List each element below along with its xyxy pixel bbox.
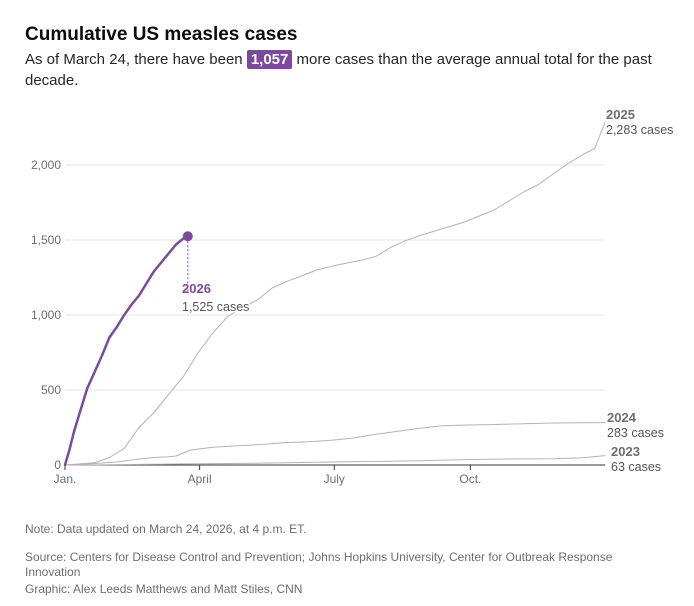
chart-source: Source: Centers for Disease Control and … — [25, 550, 613, 579]
subtitle-suffix: more cases than the average annual total… — [25, 51, 652, 89]
measles-line-chart: 0 500 1,000 1,500 2,000 Jan. April July Oct. 2025… — [31, 107, 673, 486]
y-tick-label: 1,500 — [31, 233, 61, 247]
series-label-2025: 2025 — [606, 107, 635, 122]
highlight-count-badge: 1,057 — [246, 50, 293, 69]
x-tick-label: Oct. — [459, 472, 481, 486]
chart-note: Note: Data updated on March 24, 2026, at… — [25, 522, 307, 536]
series-total-2025: 2,283 cases — [606, 123, 673, 137]
subtitle-prefix: As of March 24, there have been — [25, 51, 243, 68]
y-tick-label: 500 — [41, 383, 61, 397]
series-line-2025 — [64, 122, 606, 466]
series-total-2023: 63 cases — [611, 460, 661, 474]
series-label-2024: 2024 — [607, 410, 637, 425]
chart-credit: Graphic: Alex Leeds Matthews and Matt St… — [25, 582, 303, 596]
y-tick-label: 1,000 — [31, 308, 61, 322]
y-tick-label: 0 — [54, 458, 61, 472]
x-tick-label: April — [188, 472, 212, 486]
series-line-2026 — [63, 235, 190, 467]
series-total-2026-halo: 1,525 cases — [182, 300, 249, 314]
x-tick-label: Jan. — [54, 472, 77, 486]
series-endpoint-2026 — [182, 231, 193, 242]
chart-subtitle: As of March 24, there have been 1,057 mo… — [25, 49, 665, 91]
series-label-2023: 2023 — [611, 444, 640, 459]
series-total-2024: 283 cases — [607, 426, 664, 440]
x-tick-label: July — [324, 472, 345, 486]
series-line-2023 — [64, 455, 606, 466]
series-label-2026: 2026 — [182, 281, 211, 296]
chart-title: Cumulative US measles cases — [25, 24, 298, 45]
series-total-2026: 1,525 cases — [182, 300, 249, 314]
series-line-2024 — [64, 422, 606, 466]
y-tick-label: 2,000 — [31, 158, 61, 172]
